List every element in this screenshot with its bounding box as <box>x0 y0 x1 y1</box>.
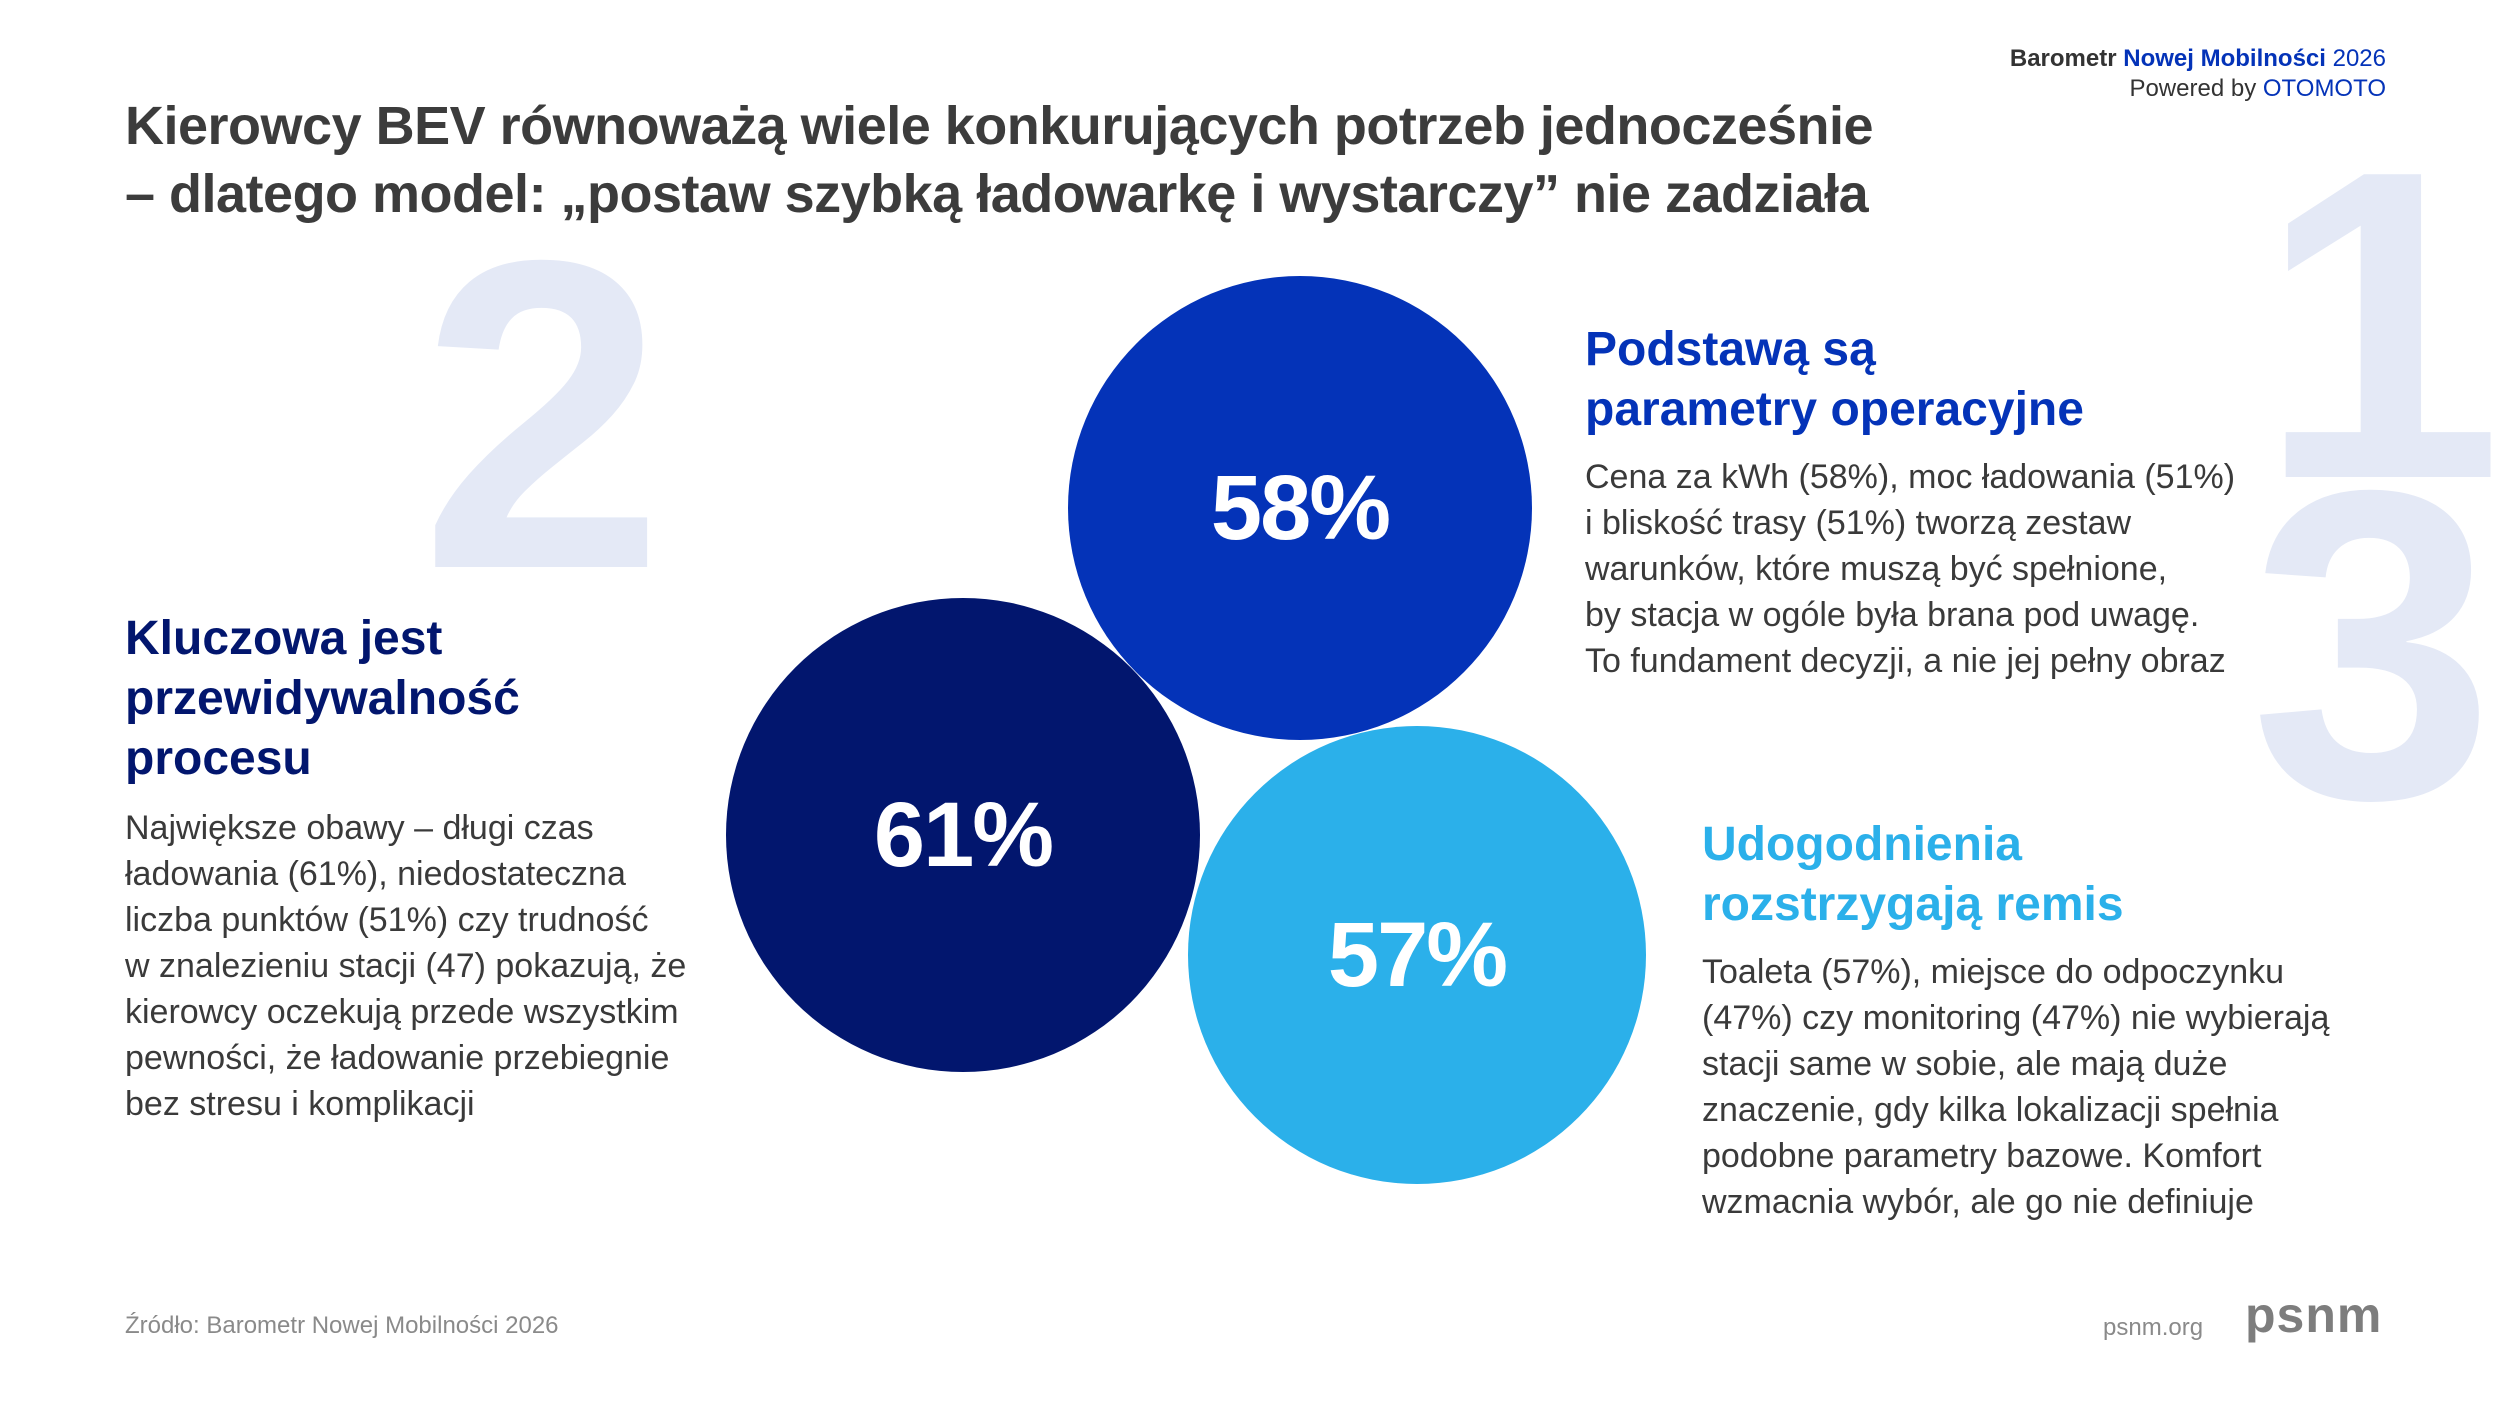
circle-61: 61% <box>726 598 1200 1072</box>
big-number-1: 1 <box>2258 80 2500 571</box>
psnm-logo: psnm <box>2245 1287 2383 1343</box>
source-note: Źródło: Barometr Nowej Mobilności 2026 <box>125 1312 559 1339</box>
brand-prefix: Barometr <box>2009 45 2117 72</box>
block-3-heading: Udogodnienia rozstrzygają remis <box>1702 818 2124 931</box>
block-2-body: Największe obawy – długi czas ładowania … <box>125 809 687 1123</box>
circle-58: 58% <box>1068 276 1532 740</box>
page-title: Kierowcy BEV równoważą wiele konkurujący… <box>125 92 1874 228</box>
brand-header: Barometr Nowej Mobilności 2026 Powered b… <box>2010 44 2386 104</box>
big-number-3: 3 <box>2250 400 2495 891</box>
block-operational: Podstawą są parametry operacyjne Cena za… <box>1585 320 2235 684</box>
brand-year: 2026 <box>2332 45 2386 72</box>
brand-name: Nowej Mobilności <box>2123 45 2326 72</box>
block-1-body: Cena za kWh (58%), moc ładowania (51%) i… <box>1585 458 2236 680</box>
percent-61: 61% <box>873 783 1054 886</box>
percent-58: 58% <box>1210 456 1391 559</box>
title-line-2: – dlatego model: „postaw szybką ładowark… <box>125 164 1869 224</box>
circle-57: 57% <box>1188 726 1646 1184</box>
block-amenities: Udogodnienia rozstrzygają remis Toaleta … <box>1702 815 2329 1225</box>
block-predictability: Kluczowa jest przewidywalność procesu Na… <box>125 609 686 1127</box>
block-2-heading: Kluczowa jest przewidywalność procesu <box>125 612 520 785</box>
powered-prefix: Powered by <box>2129 75 2257 102</box>
percent-57: 57% <box>1327 903 1508 1006</box>
powered-brand: OTOMOTO <box>2262 75 2386 102</box>
title-line-1: Kierowcy BEV równoważą wiele konkurujący… <box>125 96 1874 156</box>
block-1-heading: Podstawą są parametry operacyjne <box>1585 323 2084 436</box>
site-link[interactable]: psnm.org <box>2103 1314 2204 1341</box>
big-number-2: 2 <box>420 170 665 661</box>
block-3-body: Toaleta (57%), miejsce do odpoczynku (47… <box>1702 953 2330 1221</box>
